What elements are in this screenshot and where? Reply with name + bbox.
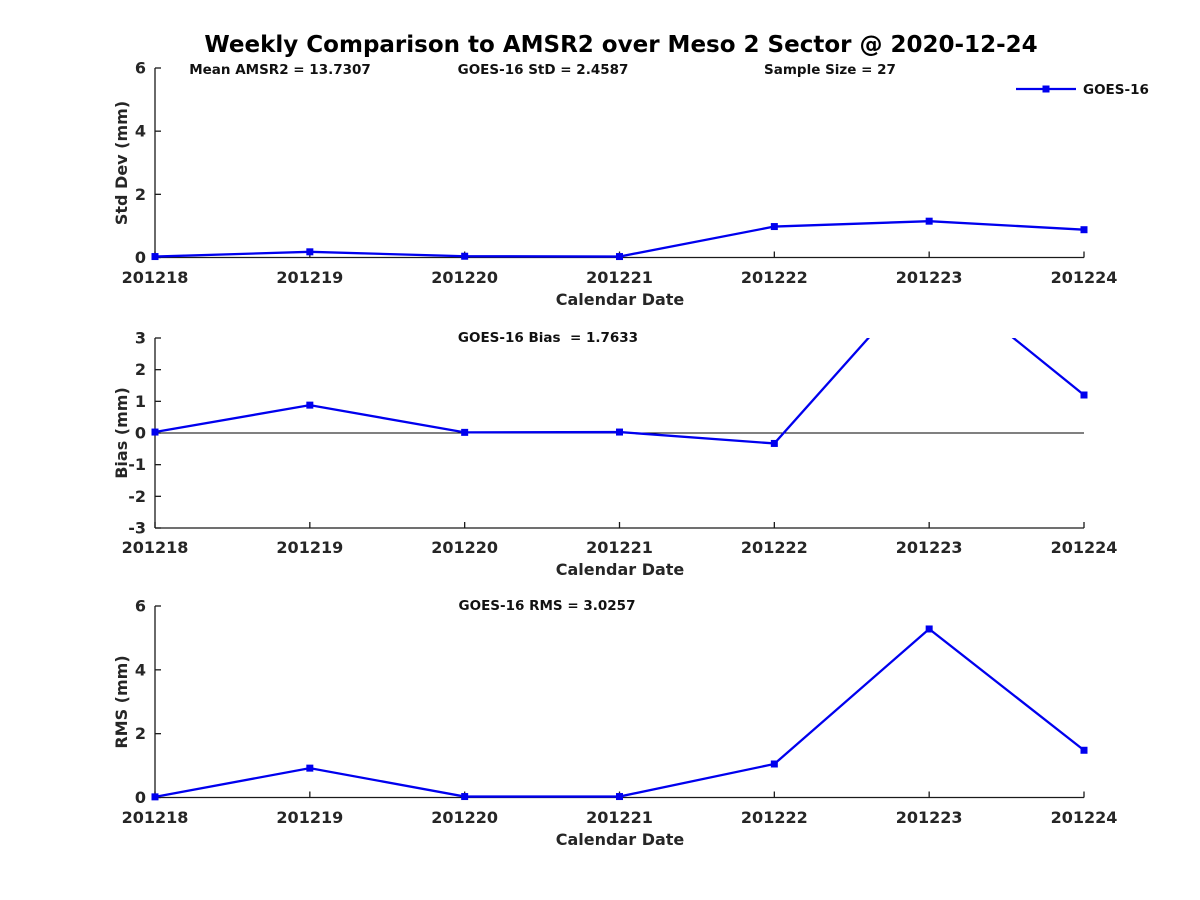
legend-marker-square [1042,85,1050,93]
data-point-marker [1080,746,1088,754]
x-tick-label: 201219 [276,808,343,827]
x-tick-label: 201222 [741,268,808,287]
y-tick-label: -2 [128,487,146,506]
y-axis-label-rms: RMS (mm) [112,655,131,748]
data-point-marker [925,217,933,225]
y-tick-label: -3 [128,519,146,538]
x-tick-label: 201220 [431,268,498,287]
x-tick-label: 201220 [431,538,498,557]
y-tick-label: 0 [135,248,146,267]
x-tick-label: 201224 [1051,808,1118,827]
data-point-marker [461,252,469,260]
y-axis-label-std-dev: Std Dev (mm) [112,101,131,225]
data-point-marker [616,793,623,801]
y-tick-label: 6 [135,597,146,616]
x-tick-label: 201218 [122,268,189,287]
y-tick-label: 3 [135,329,146,348]
y-tick-label: 2 [135,185,146,204]
data-point-marker [616,428,623,436]
x-tick-label: 201219 [276,268,343,287]
rms-panel: 0 2 4 6 201218 201219 201220 201221 201222 201223… [122,597,1118,828]
series-goes16 [151,338,1088,447]
x-tick-label: 201221 [586,538,653,557]
data-point-marker [151,428,159,436]
data-point-marker [151,253,159,261]
y-tick-label: 4 [135,122,146,141]
y-tick-label: -1 [128,455,146,474]
x-tick-label: 201224 [1051,538,1118,557]
data-point-marker [306,401,314,409]
bias-panel: -3 -2 -1 0 1 2 3 201218 201219 201220 201221 201222… [122,329,1118,558]
figure-title: Weekly Comparison to AMSR2 over Meso 2 S… [204,32,1037,58]
data-point-marker [1080,226,1088,234]
x-tick-label: 201222 [741,808,808,827]
data-point-marker [306,248,314,256]
y-tick-label: 1 [135,392,146,411]
std-dev-panel: 0 2 4 6 201218 201219 201220 201221 201222 201223… [122,59,1118,288]
annotation-goes16-std: GOES-16 StD = 2.4587 [458,62,629,78]
y-tick-label: 6 [135,59,146,78]
x-tick-label: 201218 [122,538,189,557]
data-point-marker [461,428,469,436]
y-axis-label-bias: Bias (mm) [112,387,131,479]
data-point-marker [925,625,933,633]
y-tick-label: 2 [135,360,146,379]
x-tick-label: 201223 [896,538,963,557]
data-point-marker [1080,391,1088,399]
legend-label-goes16: GOES-16 [1083,82,1149,98]
data-point-marker [306,764,314,772]
x-tick-label: 201219 [276,538,343,557]
series-line-goes16 [154,627,1085,798]
x-tick-label: 201223 [896,808,963,827]
x-tick-label: 201224 [1051,268,1118,287]
y-tick-label: 0 [135,424,146,443]
x-tick-label: 201223 [896,268,963,287]
x-tick-label: 201221 [586,268,653,287]
x-tick-label: 201218 [122,808,189,827]
series-goes16 [151,217,1088,261]
x-axis-label-calendar-date-1: Calendar Date [556,290,685,309]
data-point-marker [770,439,778,447]
annotation-sample-size: Sample Size = 27 [764,62,896,78]
x-axis-label-calendar-date-3: Calendar Date [556,830,685,849]
x-tick-label: 201220 [431,808,498,827]
data-point-marker [461,793,469,801]
annotation-goes16-rms: GOES-16 RMS = 3.0257 [459,598,636,614]
y-tick-label: 0 [135,788,146,807]
x-tick-label: 201222 [741,538,808,557]
data-point-marker [151,793,159,801]
y-tick-label: 2 [135,724,146,743]
annotation-goes16-bias: GOES-16 Bias = 1.7633 [458,330,638,346]
data-point-marker [616,253,623,261]
annotation-mean-amsr2: Mean AMSR2 = 13.7307 [189,62,371,78]
legend: GOES-16 [1016,82,1149,98]
y-tick-label: 4 [135,660,146,679]
x-axis-label-calendar-date-2: Calendar Date [556,560,685,579]
data-point-marker [770,760,778,768]
series-goes16 [151,625,1088,801]
data-point-marker [770,223,778,231]
series-line-goes16 [154,220,1085,258]
x-tick-label: 201221 [586,808,653,827]
